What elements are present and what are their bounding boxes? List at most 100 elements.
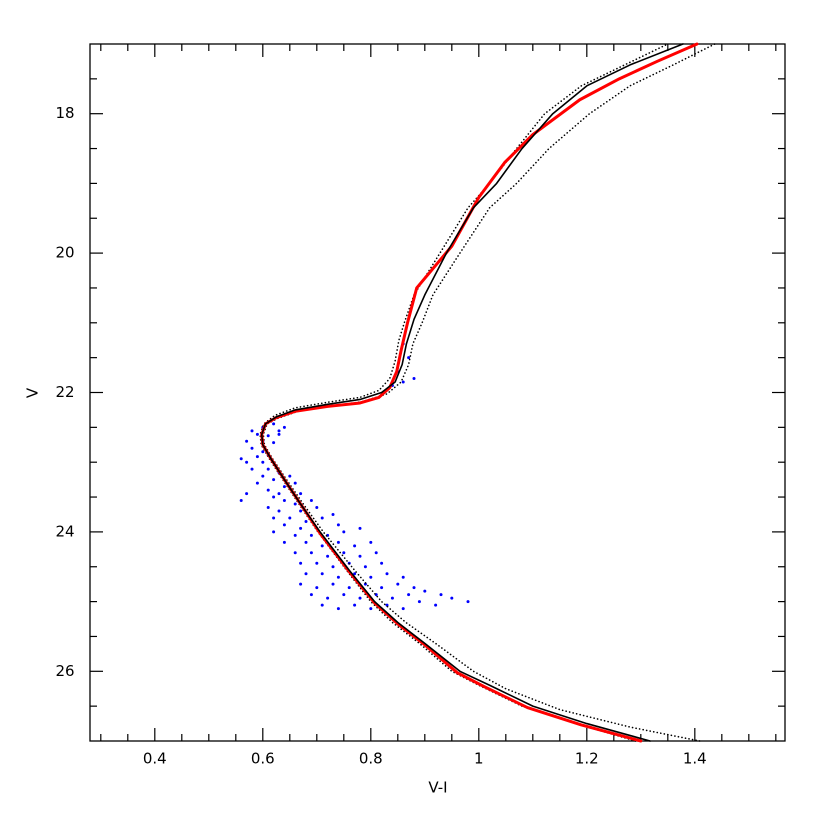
star-point (466, 600, 470, 604)
star-point (412, 586, 416, 590)
star-point (304, 540, 308, 544)
star-point (385, 572, 389, 576)
star-point (331, 512, 335, 516)
star-point (261, 460, 265, 464)
star-point (347, 586, 351, 590)
star-point (266, 467, 270, 471)
star-point (369, 540, 373, 544)
star-point (353, 544, 357, 548)
star-point (401, 575, 405, 579)
star-point (407, 356, 411, 360)
x-tick-label: 1 (474, 750, 484, 768)
x-tick-label: 0.8 (359, 750, 383, 768)
star-point (369, 575, 373, 579)
y-tick-label: 22 (55, 383, 74, 401)
star-point (363, 565, 367, 569)
star-point (293, 502, 297, 506)
star-point (282, 425, 286, 429)
star-point (272, 441, 276, 445)
star-point (380, 586, 384, 590)
star-point (245, 492, 249, 496)
star-point (309, 551, 313, 555)
star-point (272, 422, 276, 426)
y-tick-label: 20 (55, 244, 74, 262)
star-point (353, 603, 357, 607)
star-point (326, 554, 330, 558)
x-axis-label: V-I (428, 779, 447, 797)
star-point (342, 593, 346, 597)
star-point (266, 506, 270, 510)
star-point (374, 551, 378, 555)
star-point (261, 450, 265, 454)
star-point (342, 530, 346, 534)
star-point (434, 603, 438, 607)
star-point (320, 603, 324, 607)
star-point (282, 485, 286, 489)
star-point (255, 455, 259, 459)
star-point (272, 516, 276, 520)
star-point (358, 526, 362, 530)
star-point (331, 582, 335, 586)
star-point (407, 593, 411, 597)
star-point (299, 561, 303, 565)
y-tick-label: 24 (55, 522, 74, 540)
star-point (299, 509, 303, 513)
star-point (304, 519, 308, 523)
plot-frame (89, 43, 786, 742)
star-point (266, 434, 270, 438)
star-point (396, 582, 400, 586)
star-point (282, 540, 286, 544)
star-point (288, 474, 292, 478)
star-point (288, 516, 292, 520)
star-point (320, 516, 324, 520)
star-point (255, 432, 259, 436)
y-axis-label: V (24, 387, 42, 398)
star-point (304, 572, 308, 576)
star-point (250, 467, 254, 471)
star-point (245, 439, 249, 443)
star-point (309, 533, 313, 537)
star-point (277, 492, 281, 496)
star-point (277, 509, 281, 513)
star-point (255, 481, 259, 485)
star-point (401, 380, 405, 384)
star-point (412, 377, 416, 381)
y-tick-label: 18 (55, 104, 74, 122)
star-point (277, 432, 281, 436)
star-point (336, 575, 340, 579)
star-point (336, 523, 340, 527)
star-point (315, 561, 319, 565)
star-point (293, 533, 297, 537)
y-tick-label: 26 (55, 662, 74, 680)
star-point (439, 593, 443, 597)
x-tick-label: 1.4 (683, 750, 707, 768)
star-point (272, 478, 276, 482)
star-point (423, 589, 427, 593)
star-point (277, 429, 281, 433)
star-point (299, 582, 303, 586)
star-point (245, 460, 249, 464)
star-point (315, 586, 319, 590)
star-point (326, 596, 330, 600)
x-tick-label: 0.6 (251, 750, 275, 768)
star-point (299, 526, 303, 530)
star-point (293, 481, 297, 485)
star-point (358, 554, 362, 558)
star-point (272, 495, 276, 499)
x-tick-label: 0.4 (143, 750, 167, 768)
star-point (250, 429, 254, 433)
x-tick-label: 1.2 (575, 750, 599, 768)
star-point (309, 499, 313, 503)
star-point (239, 457, 243, 461)
isochrone-line (259, 43, 669, 742)
star-point (293, 551, 297, 555)
star-point (336, 540, 340, 544)
star-point (401, 607, 405, 611)
star-point (353, 572, 357, 576)
star-point (417, 600, 421, 604)
star-point (272, 530, 276, 534)
star-point (320, 572, 324, 576)
isochrone-line (260, 43, 684, 742)
